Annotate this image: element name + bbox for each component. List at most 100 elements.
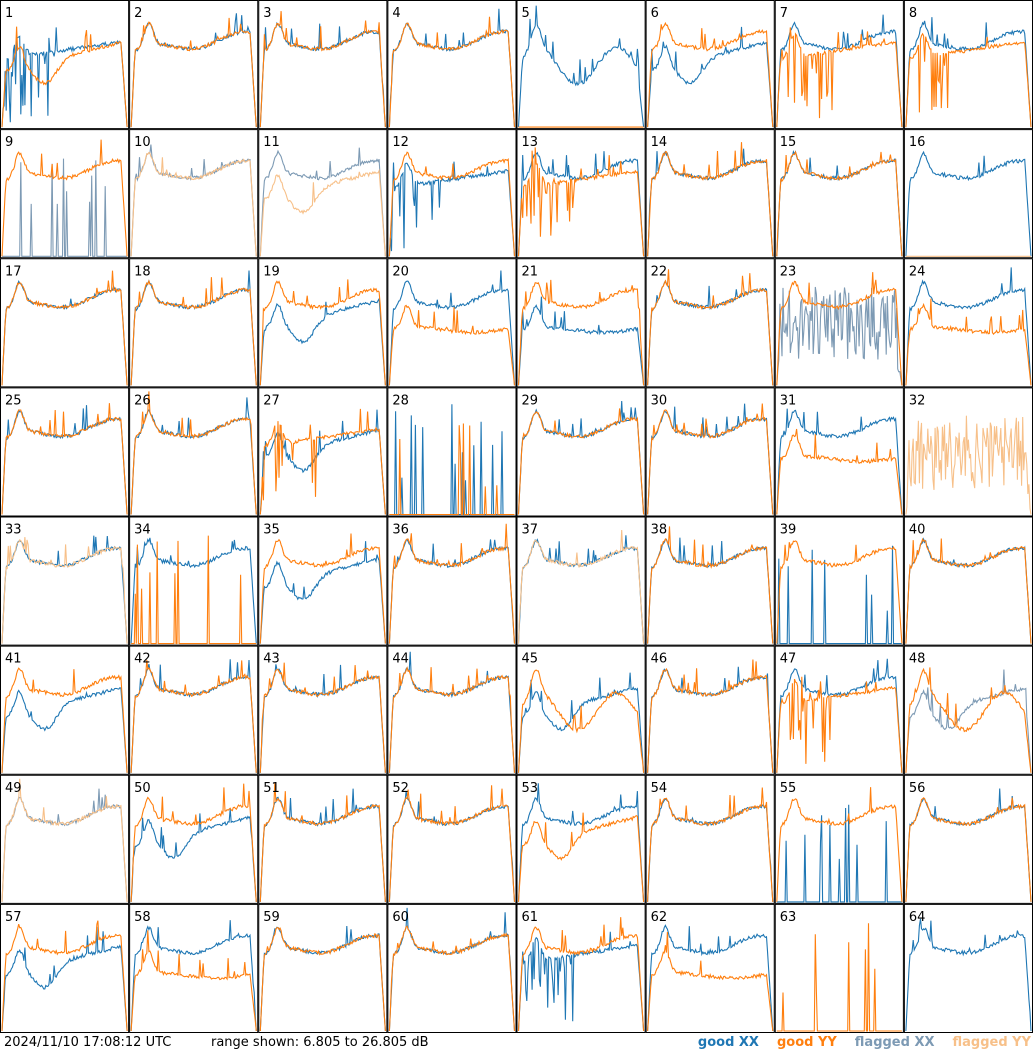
panel-label: 31 — [780, 393, 797, 408]
panel-35: 35 — [258, 516, 388, 646]
series-yy — [647, 21, 774, 128]
panel-48: 48 — [903, 645, 1033, 775]
panel-label: 16 — [909, 135, 926, 150]
panel-border — [387, 258, 517, 388]
series-xx — [2, 158, 128, 257]
series-yy — [776, 787, 903, 902]
panel-label: 64 — [909, 910, 926, 925]
panel-64: 64 — [903, 903, 1033, 1033]
series-xx — [905, 918, 1032, 1032]
panel-label: 51 — [263, 781, 280, 796]
panel-11: 11 — [258, 129, 388, 259]
panel-label: 47 — [780, 652, 797, 667]
series-yy — [130, 783, 257, 902]
legend-good-yy: good YY — [776, 1035, 837, 1050]
panel-border — [129, 258, 259, 388]
panel-label: 23 — [780, 264, 797, 279]
series-xx — [776, 658, 903, 773]
series-yy — [905, 32, 1032, 128]
panel-25: 25 — [0, 387, 130, 517]
series-yy — [517, 812, 645, 902]
panel-border — [774, 645, 904, 775]
series-xx — [905, 267, 1032, 386]
panel-36: 36 — [387, 516, 517, 646]
panel-12: 12 — [387, 129, 517, 259]
panel-31: 31 — [774, 387, 904, 517]
panel-53: 53 — [516, 774, 646, 904]
panel-border — [258, 387, 388, 517]
panel-18: 18 — [129, 258, 259, 388]
panel-border — [129, 387, 259, 517]
panel-border — [645, 516, 775, 646]
series-yy — [388, 304, 516, 386]
panel-border — [645, 903, 775, 1033]
series-xx — [517, 931, 645, 1032]
panel-border — [774, 903, 904, 1033]
series-yy — [389, 423, 515, 516]
panel-14: 14 — [645, 129, 775, 259]
panel-15: 15 — [774, 129, 904, 259]
series-yy — [647, 526, 774, 644]
series-xx — [388, 161, 516, 257]
panel-border — [645, 387, 775, 517]
panel-border — [0, 387, 130, 517]
panel-9: 9 — [0, 129, 130, 259]
panel-50: 50 — [129, 774, 259, 904]
panel-label: 6 — [651, 6, 659, 21]
series-yy — [905, 667, 1032, 773]
panel-label: 18 — [134, 264, 151, 279]
series-yy — [259, 533, 386, 644]
panel-label: 32 — [909, 393, 926, 408]
series-yy — [905, 298, 1032, 386]
panel-label: 49 — [5, 781, 22, 796]
panel-border — [516, 0, 646, 130]
panel-51: 51 — [258, 774, 388, 904]
panel-border — [258, 774, 388, 904]
panel-label: 55 — [780, 781, 797, 796]
panel-border — [387, 903, 517, 1033]
panel-border — [387, 516, 517, 646]
panel-label: 17 — [5, 264, 22, 279]
series-yy — [259, 783, 386, 902]
panel-border — [258, 516, 388, 646]
panel-label: 54 — [651, 781, 668, 796]
panel-57: 57 — [0, 903, 130, 1033]
panel-label: 39 — [780, 523, 797, 538]
series-xx — [1, 926, 128, 1032]
series-yy — [647, 931, 774, 1032]
panel-23: 23 — [774, 258, 904, 388]
series-yy — [1, 778, 128, 902]
legend-flagged-xx: flagged XX — [854, 1035, 935, 1050]
series-yy — [259, 408, 386, 515]
panel-19: 19 — [258, 258, 388, 388]
panel-34: 34 — [129, 516, 259, 646]
series-xx — [259, 541, 386, 644]
panel-border — [258, 258, 388, 388]
panel-border — [0, 903, 130, 1033]
panel-4: 4 — [387, 0, 517, 130]
series-yy — [1, 26, 128, 128]
series-xx — [776, 286, 903, 386]
panel-56: 56 — [903, 774, 1033, 904]
panel-1: 1 — [0, 0, 130, 130]
panel-label: 63 — [780, 910, 797, 925]
series-xx — [259, 147, 386, 257]
series-yy — [259, 11, 386, 128]
series-yy — [647, 269, 774, 386]
series-yy — [776, 272, 903, 386]
timestamp: 2024/11/10 17:08:12 UTC — [4, 1035, 172, 1050]
panel-border — [516, 516, 646, 646]
panel-21: 21 — [516, 258, 646, 388]
panel-38: 38 — [645, 516, 775, 646]
panel-border — [903, 516, 1033, 646]
panel-label: 37 — [522, 523, 539, 538]
panel-border — [516, 258, 646, 388]
panel-label: 11 — [263, 135, 280, 150]
range-label: range shown: 6.805 to 26.805 dB — [211, 1035, 429, 1050]
panel-label: 48 — [909, 652, 926, 667]
panel-label: 42 — [134, 652, 151, 667]
panel-border — [258, 645, 388, 775]
series-xx — [776, 408, 903, 515]
series-yy — [259, 926, 386, 1032]
